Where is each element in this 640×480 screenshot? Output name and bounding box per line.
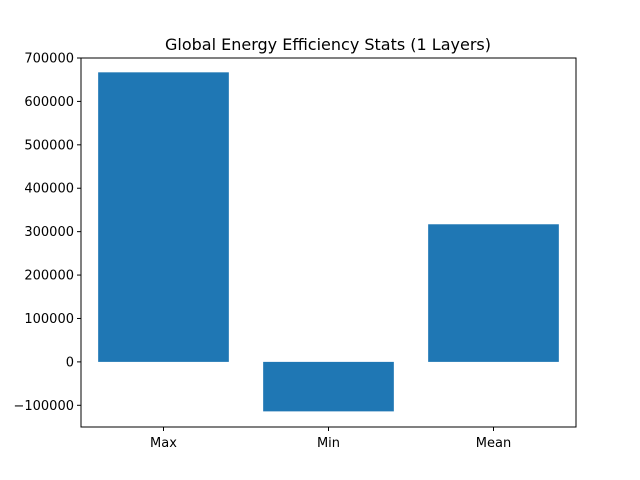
y-tick-label: −100000 — [13, 399, 74, 414]
y-tick-label: 200000 — [24, 269, 74, 284]
bar-mean — [428, 224, 559, 362]
y-tick-label: 600000 — [24, 95, 74, 110]
x-tick-label: Mean — [476, 436, 511, 451]
y-tick-label: 500000 — [24, 138, 74, 153]
x-tick-label: Max — [150, 436, 177, 451]
bar-max — [98, 72, 229, 362]
y-tick-label: 400000 — [24, 182, 74, 197]
chart-title: Global Energy Efficiency Stats (1 Layers… — [165, 35, 491, 54]
y-tick-label: 300000 — [24, 225, 74, 240]
y-tick-label: 0 — [66, 355, 74, 370]
plot-area: −100000 0 100000 200000 300000 400000 500000 60… — [13, 52, 577, 451]
y-tick-label: 100000 — [24, 312, 74, 327]
y-tick-label: 700000 — [24, 52, 74, 67]
bar-min — [263, 361, 394, 412]
x-tick-label: Min — [317, 436, 340, 451]
